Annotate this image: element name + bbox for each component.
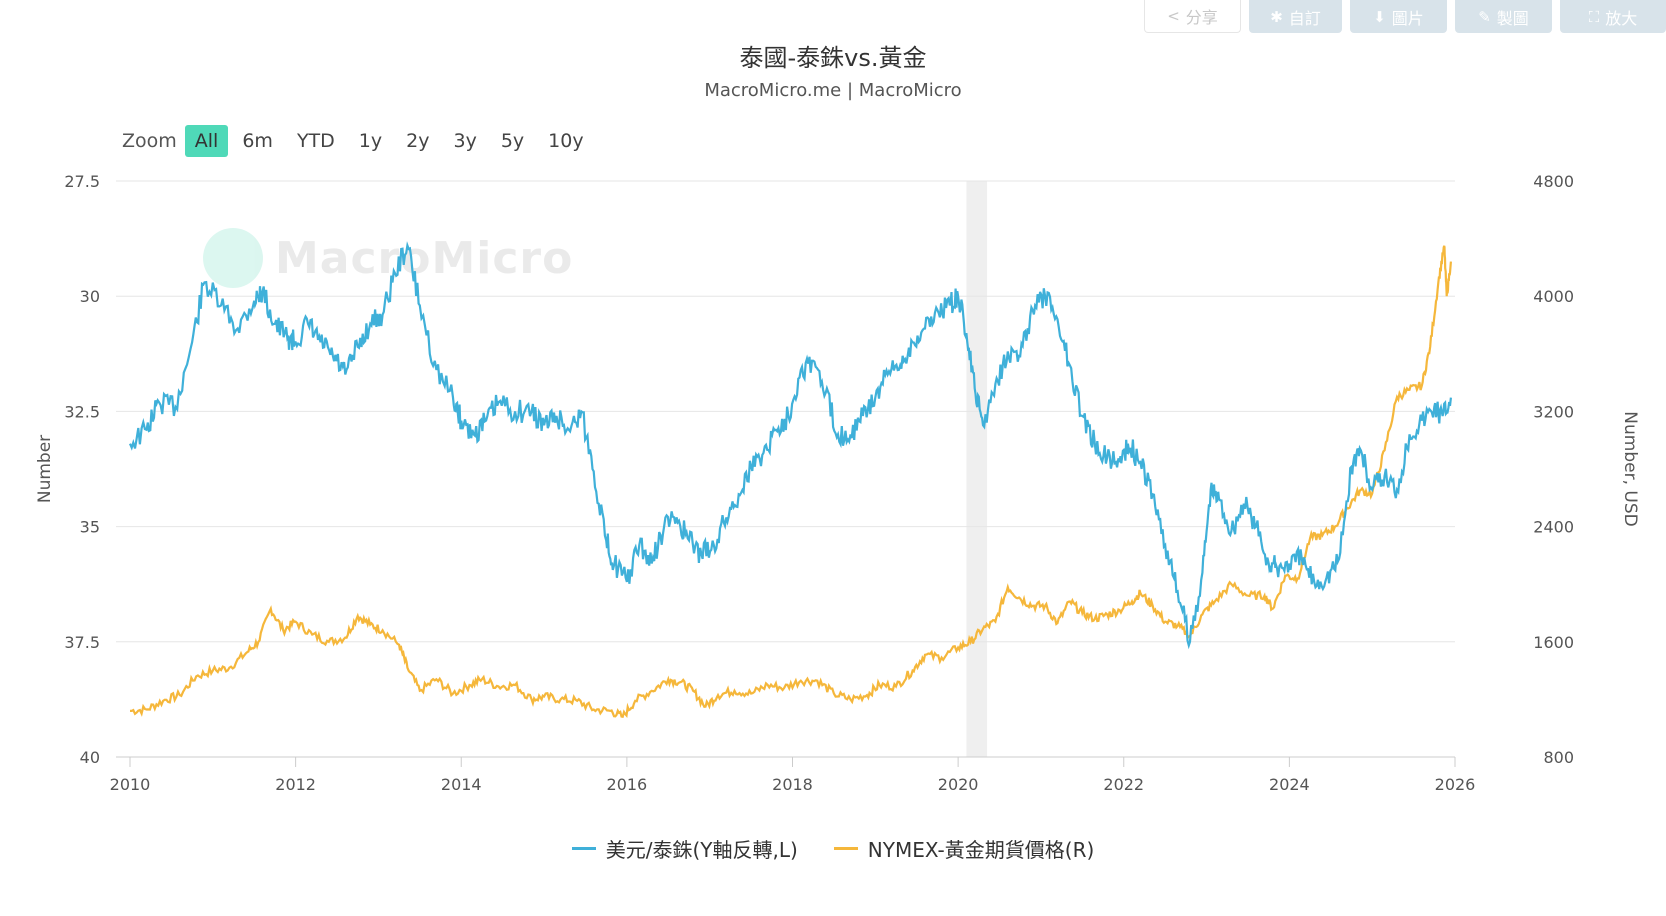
gear-icon: ✱ (1270, 7, 1283, 26)
x-tick-label: 2016 (607, 775, 648, 794)
left-tick-label: 32.5 (64, 402, 100, 421)
series-gold-line (130, 245, 1452, 719)
legend-label-thb: 美元/泰銖(Y軸反轉,L) (605, 838, 798, 862)
zoom-all-button[interactable]: All (184, 125, 229, 157)
make-chart-button[interactable]: ✎ 製圖 (1455, 0, 1552, 33)
zoom-2y-button[interactable]: 2y (406, 130, 430, 152)
zoom-ytd-button[interactable]: YTD (296, 130, 335, 152)
left-tick-label: 40 (80, 748, 100, 767)
image-download-label: 圖片 (1391, 8, 1424, 28)
legend-swatch-gold (833, 847, 858, 850)
x-tick-label: 2022 (1103, 775, 1144, 794)
zoom-5y-button[interactable]: 5y (500, 130, 525, 152)
legend: 美元/泰銖(Y軸反轉,L) NYMEX-黃金期貨價格(R) (0, 834, 1666, 863)
macromicro-logo-icon (203, 228, 263, 288)
left-axis-title: Number (35, 435, 55, 503)
x-tick-label: 2014 (441, 775, 482, 794)
zoom-3y-button[interactable]: 3y (453, 130, 477, 152)
legend-item-thb[interactable]: 美元/泰銖(Y軸反轉,L) (571, 834, 798, 863)
legend-label-gold: NYMEX-黃金期貨價格(R) (867, 838, 1095, 862)
customize-button-label: 自訂 (1288, 8, 1321, 28)
chart-canvas: 2010 2012 2014 2016 2018 2020 2022 2024 2026 27.… (35, 172, 1640, 794)
share-icon: < (1167, 7, 1180, 25)
right-tick-label: 800 (1543, 748, 1574, 767)
pencil-icon: ✎ (1478, 7, 1491, 26)
make-chart-label: 製圖 (1496, 8, 1529, 28)
chart-toolbar: < 分享 ✱ 自訂 ⬇ 圖片 ✎ 製圖 ⛶ 放大 (1144, 0, 1666, 34)
chart-title: 泰國-泰銖vs.黃金 (739, 44, 927, 72)
zoom-selector: Zoom All 6m YTD 1y 2y 3y 5y 10y (122, 124, 598, 158)
right-tick-label: 2400 (1533, 518, 1574, 537)
left-tick-label: 35 (80, 518, 100, 537)
download-icon: ⬇ (1373, 7, 1386, 26)
expand-icon: ⛶ (1588, 7, 1600, 26)
left-tick-label: 37.5 (64, 633, 100, 652)
right-tick-label: 3200 (1533, 402, 1574, 421)
zoom-1y-button[interactable]: 1y (358, 130, 383, 152)
x-tick-label: 2020 (938, 775, 979, 794)
right-tick-label: 1600 (1533, 633, 1574, 652)
zoom-6m-button[interactable]: 6m (242, 130, 273, 152)
x-axis: 2010 2012 2014 2016 2018 2020 2022 2024 2026 (110, 756, 1476, 794)
right-axis-title: Number, USD (1620, 411, 1640, 526)
zoom-10y-button[interactable]: 10y (548, 130, 584, 152)
right-tick-label: 4000 (1533, 287, 1574, 306)
enlarge-label: 放大 (1605, 8, 1638, 28)
legend-item-gold[interactable]: NYMEX-黃金期貨價格(R) (833, 834, 1095, 863)
legend-swatch-thb (571, 847, 596, 850)
x-tick-label: 2010 (110, 775, 151, 794)
customize-button[interactable]: ✱ 自訂 (1249, 0, 1342, 33)
right-tick-label: 4800 (1533, 172, 1574, 191)
recession-shade (966, 181, 988, 757)
share-button[interactable]: < 分享 (1144, 0, 1241, 33)
x-tick-label: 2024 (1269, 775, 1310, 794)
watermark: MacroMicro (203, 228, 573, 288)
left-tick-label: 30 (80, 287, 100, 306)
chart-subtitle: MacroMicro.me | MacroMicro (704, 80, 962, 101)
left-tick-label: 27.5 (64, 172, 100, 191)
x-tick-label: 2018 (772, 775, 813, 794)
image-download-button[interactable]: ⬇ 圖片 (1350, 0, 1447, 33)
x-tick-label: 2012 (275, 775, 316, 794)
enlarge-button[interactable]: ⛶ 放大 (1560, 0, 1666, 33)
zoom-label: Zoom (122, 130, 177, 152)
left-y-axis: 27.5 30 32.5 35 37.5 40 (64, 172, 100, 767)
x-tick-label: 2026 (1435, 775, 1476, 794)
grid-lines (116, 180, 1455, 758)
series-thb-line (128, 241, 1452, 650)
watermark-text: MacroMicro (275, 232, 574, 284)
right-y-axis: 4800 4000 3200 2400 1600 800 (1533, 172, 1574, 767)
share-button-label: 分享 (1185, 8, 1218, 27)
